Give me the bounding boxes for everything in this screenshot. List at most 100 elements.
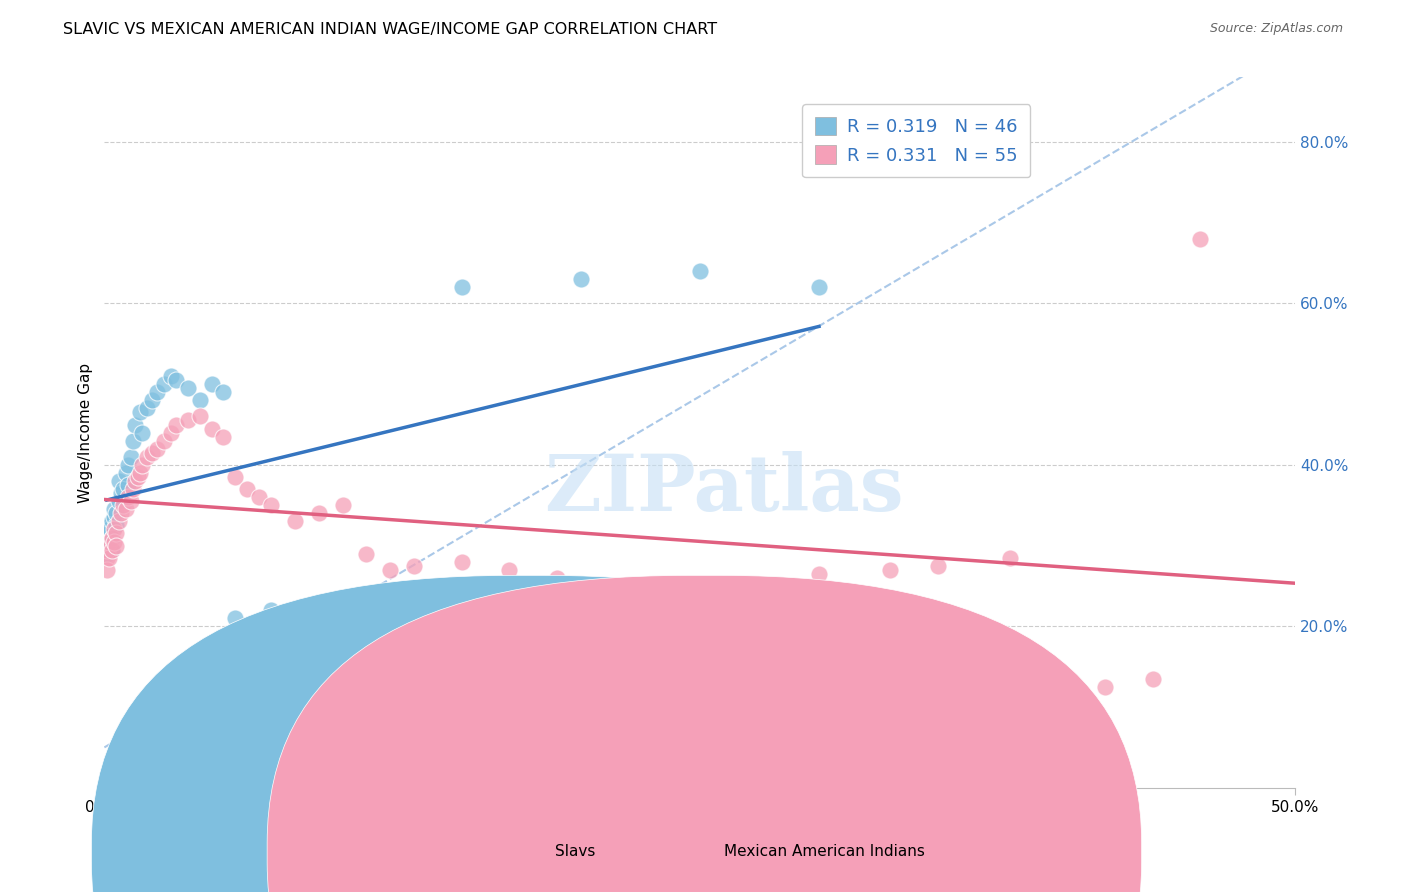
Point: [356, 547, 378, 561]
Point: [103, 502, 125, 516]
Point: [212, 429, 235, 443]
Point: [153, 434, 176, 448]
Point: [110, 506, 132, 520]
Point: [761, 582, 783, 597]
Point: [136, 450, 159, 464]
Point: [332, 632, 354, 646]
Point: [879, 563, 901, 577]
Point: [98, 523, 121, 537]
Point: [117, 478, 139, 492]
Point: [247, 490, 270, 504]
Point: [153, 377, 176, 392]
Point: [100, 531, 122, 545]
Point: [114, 502, 136, 516]
Legend: R = 0.319   N = 46, R = 0.331   N = 55: R = 0.319 N = 46, R = 0.331 N = 55: [801, 104, 1031, 178]
Text: Source: ZipAtlas.com: Source: ZipAtlas.com: [1209, 22, 1343, 36]
Point: [96, 534, 118, 549]
Point: [546, 571, 568, 585]
Point: [129, 405, 152, 419]
Point: [569, 272, 592, 286]
Point: [96, 518, 118, 533]
Point: [100, 542, 122, 557]
Point: [689, 591, 711, 605]
Text: Slavs: Slavs: [555, 845, 596, 859]
Point: [112, 482, 135, 496]
Point: [141, 393, 163, 408]
Point: [1189, 232, 1212, 246]
Point: [136, 401, 159, 416]
Point: [117, 490, 139, 504]
Point: [98, 534, 121, 549]
Text: Mexican American Indians: Mexican American Indians: [724, 845, 925, 859]
Point: [120, 494, 142, 508]
Point: [200, 421, 222, 435]
Point: [107, 474, 129, 488]
Point: [1094, 680, 1116, 694]
Point: [98, 550, 121, 565]
Point: [96, 550, 118, 565]
Point: [188, 409, 211, 424]
Point: [100, 531, 122, 545]
Point: [103, 523, 125, 537]
Point: [402, 558, 425, 573]
Point: [127, 470, 149, 484]
Point: [98, 526, 121, 541]
Point: [212, 385, 235, 400]
Point: [146, 442, 169, 456]
Point: [165, 373, 187, 387]
Point: [927, 558, 949, 573]
Point: [332, 498, 354, 512]
Point: [122, 434, 145, 448]
Point: [105, 506, 128, 520]
Point: [1142, 672, 1164, 686]
Point: [308, 640, 330, 654]
Point: [131, 458, 153, 472]
Point: [177, 381, 200, 395]
Point: [308, 506, 330, 520]
Point: [380, 627, 402, 641]
Point: [105, 539, 128, 553]
Point: [100, 515, 122, 529]
Point: [998, 550, 1021, 565]
Point: [498, 563, 520, 577]
Point: [96, 547, 118, 561]
Point: [380, 563, 402, 577]
Point: [107, 494, 129, 508]
Point: [124, 417, 146, 432]
Point: [224, 470, 246, 484]
Point: [117, 458, 139, 472]
Point: [112, 498, 135, 512]
Point: [129, 466, 152, 480]
Point: [131, 425, 153, 440]
Point: [141, 446, 163, 460]
Point: [122, 482, 145, 496]
Point: [96, 542, 118, 557]
Point: [146, 385, 169, 400]
Point: [100, 542, 122, 557]
Point: [160, 425, 183, 440]
Point: [224, 611, 246, 625]
Point: [105, 518, 128, 533]
Text: SLAVIC VS MEXICAN AMERICAN INDIAN WAGE/INCOME GAP CORRELATION CHART: SLAVIC VS MEXICAN AMERICAN INDIAN WAGE/I…: [63, 22, 717, 37]
Point: [284, 632, 307, 646]
Point: [103, 510, 125, 524]
Point: [188, 393, 211, 408]
Point: [689, 264, 711, 278]
Point: [260, 603, 283, 617]
Point: [177, 413, 200, 427]
Point: [98, 534, 121, 549]
Point: [120, 450, 142, 464]
Point: [124, 474, 146, 488]
Point: [808, 280, 831, 294]
Point: [110, 486, 132, 500]
Point: [96, 563, 118, 577]
Point: [450, 555, 472, 569]
Point: [200, 377, 222, 392]
Y-axis label: Wage/Income Gap: Wage/Income Gap: [79, 362, 93, 503]
Point: [236, 619, 259, 633]
Point: [260, 498, 283, 512]
Point: [107, 515, 129, 529]
Point: [160, 369, 183, 384]
Text: ZIPatlas: ZIPatlas: [544, 451, 904, 527]
Point: [617, 579, 640, 593]
